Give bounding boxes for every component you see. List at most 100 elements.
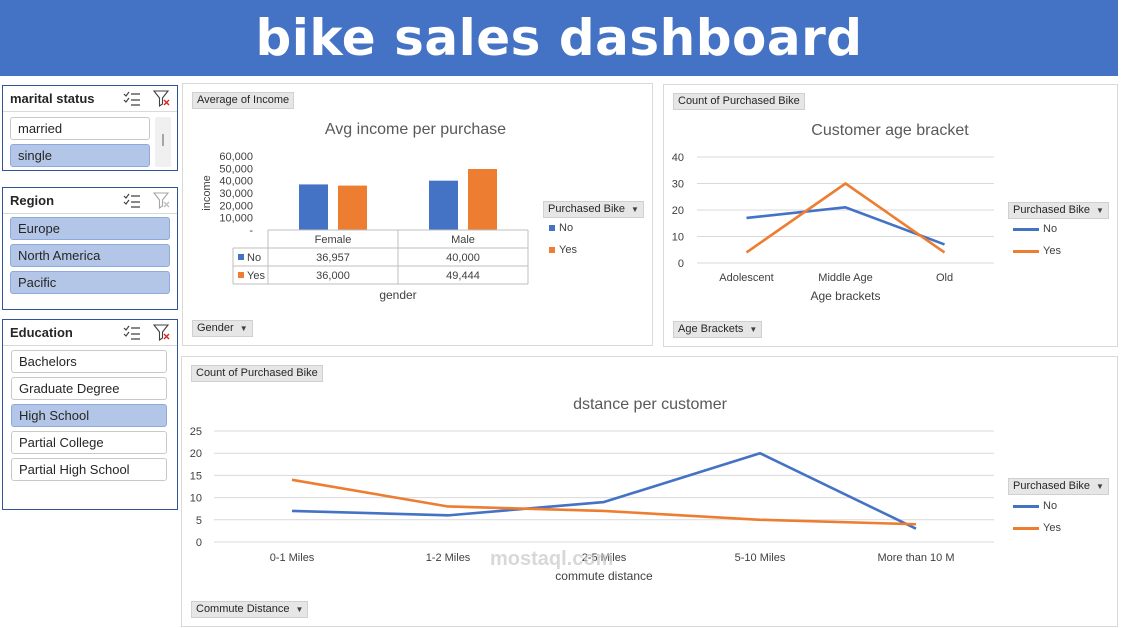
slicer-item-high-school[interactable]: High School <box>11 404 167 427</box>
table-column-header: Female <box>315 234 352 246</box>
y-tick-label: 30 <box>672 179 684 191</box>
slicer-item-europe[interactable]: Europe <box>10 217 170 240</box>
dashboard-title: bike sales dashboard <box>255 9 863 67</box>
value-field-button[interactable]: Count of Purchased Bike <box>191 365 323 382</box>
axis-field-label: Age Brackets <box>678 323 744 335</box>
slicer-item-partial-college[interactable]: Partial College <box>11 431 167 454</box>
multi-select-icon[interactable] <box>123 91 141 107</box>
legend-item-no: No <box>549 222 573 234</box>
legend-label-yes: Yes <box>1043 245 1061 257</box>
legend-label-no: No <box>1043 223 1058 235</box>
chart-title: dstance per customer <box>573 396 727 413</box>
legend-label-yes: Yes <box>1043 522 1061 534</box>
legend-label-no: No <box>1043 500 1058 512</box>
legend-field-label: Purchased Bike <box>548 203 626 215</box>
dropdown-arrow-icon: ▼ <box>631 205 639 214</box>
chart-title: Avg income per purchase <box>324 121 507 138</box>
y-tick-label: 60,000 <box>219 151 253 163</box>
legend-item-no: No <box>1013 500 1057 512</box>
y-tick-label: - <box>249 225 253 237</box>
y-tick-label: 10 <box>190 493 202 505</box>
x-category-label: 2-5 Miles <box>582 552 627 564</box>
legend-item-yes: Yes <box>1013 522 1061 534</box>
bar-no-female <box>299 184 328 230</box>
axis-field-button[interactable]: Gender ▼ <box>192 320 253 337</box>
y-tick-label: 40,000 <box>219 176 253 188</box>
age-chart-svg: 0 10 20 30 40 Adolescent Middle Age Old Age brac… <box>672 152 994 303</box>
slicer-marital-status: marital status married single <box>2 85 178 171</box>
legend-line-no <box>1013 227 1039 231</box>
series-line-no <box>746 206 945 246</box>
clear-filter-icon[interactable] <box>153 192 171 209</box>
table-legend-key <box>238 272 244 278</box>
legend-field-button[interactable]: Purchased Bike ▼ <box>1008 202 1109 219</box>
y-tick-label: 20 <box>672 205 684 217</box>
slicer-item-single[interactable]: single <box>10 144 150 167</box>
bar-no-male <box>429 180 458 230</box>
table-cell-value: 36,000 <box>316 270 350 282</box>
slicer-scrollbar[interactable] <box>155 117 171 167</box>
slicer-title: Education <box>10 325 73 340</box>
y-tick-label: 50,000 <box>219 163 253 175</box>
legend-item-no: No <box>1013 223 1057 235</box>
multi-select-icon[interactable] <box>123 325 141 341</box>
x-category-label: Old <box>936 272 953 284</box>
y-tick-label: 20,000 <box>219 200 253 212</box>
x-category-label: More than 10 M <box>877 552 954 564</box>
dropdown-arrow-icon: ▼ <box>1096 482 1104 491</box>
table-legend-key <box>238 254 244 260</box>
slicer-item-bachelors[interactable]: Bachelors <box>11 350 167 373</box>
slicer-header: Education <box>3 320 177 346</box>
multi-select-icon[interactable] <box>123 193 141 209</box>
age-chart-panel: Count of Purchased Bike Customer age bra… <box>663 84 1118 347</box>
clear-filter-icon[interactable] <box>153 90 171 107</box>
slicer-item-partial-high-school[interactable]: Partial High School <box>11 458 167 481</box>
y-tick-label: 40 <box>672 152 684 164</box>
dashboard-banner: bike sales dashboard <box>0 0 1118 76</box>
slicer-item-north-america[interactable]: North America <box>10 244 170 267</box>
x-category-label: Adolescent <box>719 272 773 284</box>
y-tick-label: 15 <box>190 470 202 482</box>
y-tick-label: 25 <box>190 426 202 438</box>
x-axis-title: gender <box>379 288 416 302</box>
slicer-header: marital status <box>3 86 177 112</box>
x-category-label: 5-10 Miles <box>735 552 786 564</box>
x-category-label: 0-1 Miles <box>270 552 315 564</box>
scroll-thumb[interactable] <box>162 134 164 146</box>
slicer-education: Education Bachelors Graduate Degree High… <box>2 319 178 510</box>
y-axis-title: income <box>201 175 213 210</box>
axis-field-label: Gender <box>197 322 234 334</box>
axis-field-button[interactable]: Age Brackets ▼ <box>673 321 763 338</box>
y-tick-label: 30,000 <box>219 188 253 200</box>
legend-label-yes: Yes <box>559 244 577 256</box>
value-field-button[interactable]: Average of Income <box>192 92 295 109</box>
legend-field-button[interactable]: Purchased Bike ▼ <box>543 201 644 218</box>
table-row-header: No <box>247 252 261 264</box>
legend-line-no <box>1013 504 1039 508</box>
series-line-yes <box>745 182 946 254</box>
commute-chart-panel: Count of Purchased Bike dstance per cust… <box>181 356 1118 627</box>
dropdown-arrow-icon: ▼ <box>295 605 304 614</box>
legend-field-button[interactable]: Purchased Bike ▼ <box>1008 478 1109 495</box>
dropdown-arrow-icon: ▼ <box>749 325 758 334</box>
slicer-title: marital status <box>10 91 95 106</box>
axis-field-button[interactable]: Commute Distance ▼ <box>191 601 309 618</box>
y-tick-label: 10,000 <box>219 213 253 225</box>
y-tick-label: 20 <box>190 448 202 460</box>
legend-line-yes <box>1013 249 1039 253</box>
legend-item-yes: Yes <box>1013 245 1061 257</box>
slicer-item-graduate-degree[interactable]: Graduate Degree <box>11 377 167 400</box>
slicer-item-married[interactable]: married <box>10 117 150 140</box>
legend-field-label: Purchased Bike <box>1013 204 1091 216</box>
x-axis-title: commute distance <box>555 569 653 583</box>
legend-label-no: No <box>559 222 574 234</box>
value-field-button[interactable]: Count of Purchased Bike <box>673 93 805 110</box>
legend-swatch-no <box>549 225 555 231</box>
table-cell-value: 40,000 <box>446 252 480 264</box>
chart-title: Customer age bracket <box>811 122 969 139</box>
slicer-item-pacific[interactable]: Pacific <box>10 271 170 294</box>
clear-filter-icon[interactable] <box>153 324 171 341</box>
series-line-no <box>291 451 917 530</box>
axis-field-label: Commute Distance <box>196 603 290 615</box>
y-tick-label: 5 <box>196 515 202 527</box>
